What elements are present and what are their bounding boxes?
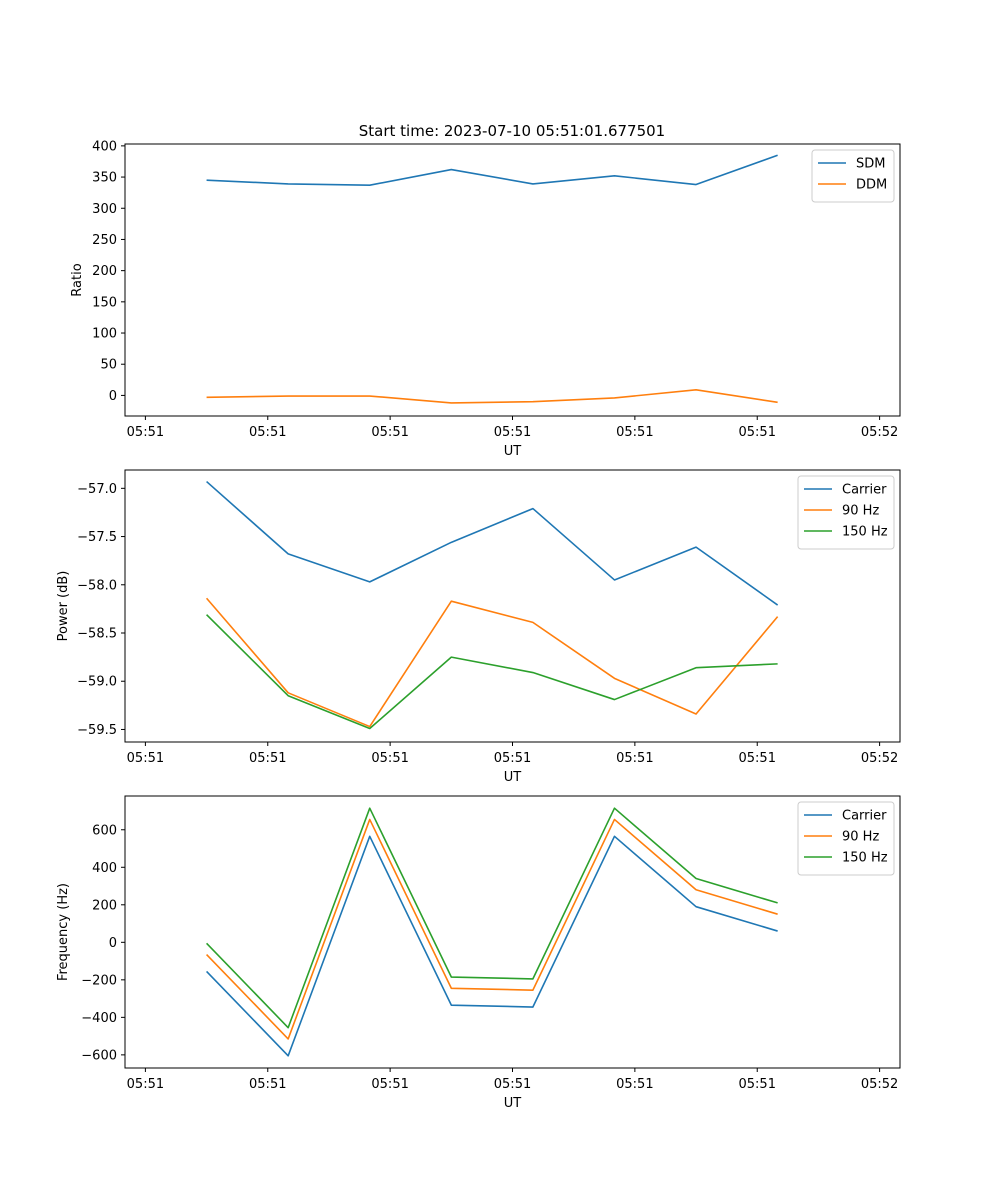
x-axis-label: UT — [504, 770, 522, 785]
y-tick-label: −57.0 — [77, 482, 117, 497]
legend-label: Carrier — [842, 809, 887, 824]
x-tick-label: 05:51 — [371, 1077, 408, 1092]
x-tick-label: 05:52 — [861, 1077, 898, 1092]
series-line-150-hz — [206, 614, 778, 730]
x-tick-label: 05:51 — [249, 425, 286, 440]
x-tick-label: 05:51 — [127, 425, 164, 440]
series-line-carrier — [206, 835, 778, 1057]
chart-panel-2: −57.0 −57.5 −58.0 −58.5 −59.0 −59.5 05:51 05:51… — [56, 469, 901, 785]
y-tick-label: 250 — [92, 233, 117, 248]
y-tick-label: 350 — [92, 171, 117, 186]
legend-label: SDM — [856, 157, 885, 172]
y-tick-label: 50 — [100, 358, 117, 373]
x-tick-label: 05:51 — [616, 1077, 653, 1092]
x-tick-label: 05:51 — [371, 425, 408, 440]
figure-title: Start time: 2023-07-10 05:51:01.677501 — [359, 122, 665, 140]
x-axis-label: UT — [504, 1096, 522, 1111]
chart-panel-3: −600 −400 −200 0 200 400 600 05:51 05:51 05:51 05:… — [56, 795, 901, 1111]
y-tick-label: 0 — [109, 936, 117, 951]
x-tick-label: 05:51 — [494, 751, 531, 766]
x-axis-label: UT — [504, 444, 522, 459]
legend-label: 150 Hz — [842, 851, 888, 866]
x-tick-label: 05:51 — [127, 1077, 164, 1092]
x-tick-label: 05:51 — [249, 1077, 286, 1092]
y-axis-label: Power (dB) — [56, 571, 71, 642]
y-tick-label: 150 — [92, 295, 117, 310]
series-line-sdm — [206, 154, 778, 186]
y-tick-label: 600 — [92, 823, 117, 838]
y-tick-label: −58.5 — [77, 627, 117, 642]
x-tick-label: 05:51 — [371, 751, 408, 766]
y-tick-label: −59.0 — [77, 675, 117, 690]
y-axis-label: Ratio — [70, 263, 85, 296]
x-tick-label: 05:51 — [616, 751, 653, 766]
series-line-90-hz — [206, 818, 778, 1040]
legend-label: 90 Hz — [842, 504, 879, 519]
x-tick-label: 05:52 — [861, 751, 898, 766]
panels: 0 50 100 150 200 250 300 350 400 05:51 05:51 05:51 0… — [56, 139, 901, 1111]
x-tick-label: 05:51 — [249, 751, 286, 766]
series-line-150-hz — [206, 807, 778, 1029]
x-tick-label: 05:51 — [739, 1077, 776, 1092]
y-axis-label: Frequency (Hz) — [56, 883, 71, 981]
x-tick-label: 05:51 — [494, 1077, 531, 1092]
x-tick-label: 05:51 — [127, 751, 164, 766]
axes-frame — [124, 469, 901, 743]
x-tick-label: 05:51 — [494, 425, 531, 440]
y-tick-label: 300 — [92, 202, 117, 217]
y-tick-label: −58.0 — [77, 578, 117, 593]
x-tick-label: 05:51 — [739, 425, 776, 440]
y-tick-label: −400 — [81, 1011, 117, 1026]
chart-panel-1: 0 50 100 150 200 250 300 350 400 05:51 05:51 05:51 0… — [70, 139, 901, 459]
series-line-90-hz — [205, 597, 779, 728]
axes-frame — [124, 795, 901, 1069]
x-tick-label: 05:51 — [616, 425, 653, 440]
series-line-carrier — [206, 480, 779, 606]
legend-label: Carrier — [842, 483, 887, 498]
y-tick-label: 0 — [109, 389, 117, 404]
y-tick-label: 100 — [92, 327, 117, 342]
y-tick-label: 200 — [92, 264, 117, 279]
x-tick-label: 05:51 — [739, 751, 776, 766]
y-tick-label: −57.5 — [77, 530, 117, 545]
y-tick-label: 400 — [92, 861, 117, 876]
y-tick-label: −200 — [81, 973, 117, 988]
x-tick-label: 05:52 — [861, 425, 898, 440]
y-tick-label: 400 — [92, 139, 117, 154]
y-tick-label: −600 — [81, 1048, 117, 1063]
series-line-ddm — [206, 388, 778, 404]
y-tick-label: 200 — [92, 898, 117, 913]
y-tick-label: −59.5 — [77, 723, 117, 738]
legend-label: 150 Hz — [842, 525, 888, 540]
legend-label: DDM — [856, 178, 887, 193]
axes-frame — [124, 143, 901, 417]
legend-label: 90 Hz — [842, 830, 879, 845]
